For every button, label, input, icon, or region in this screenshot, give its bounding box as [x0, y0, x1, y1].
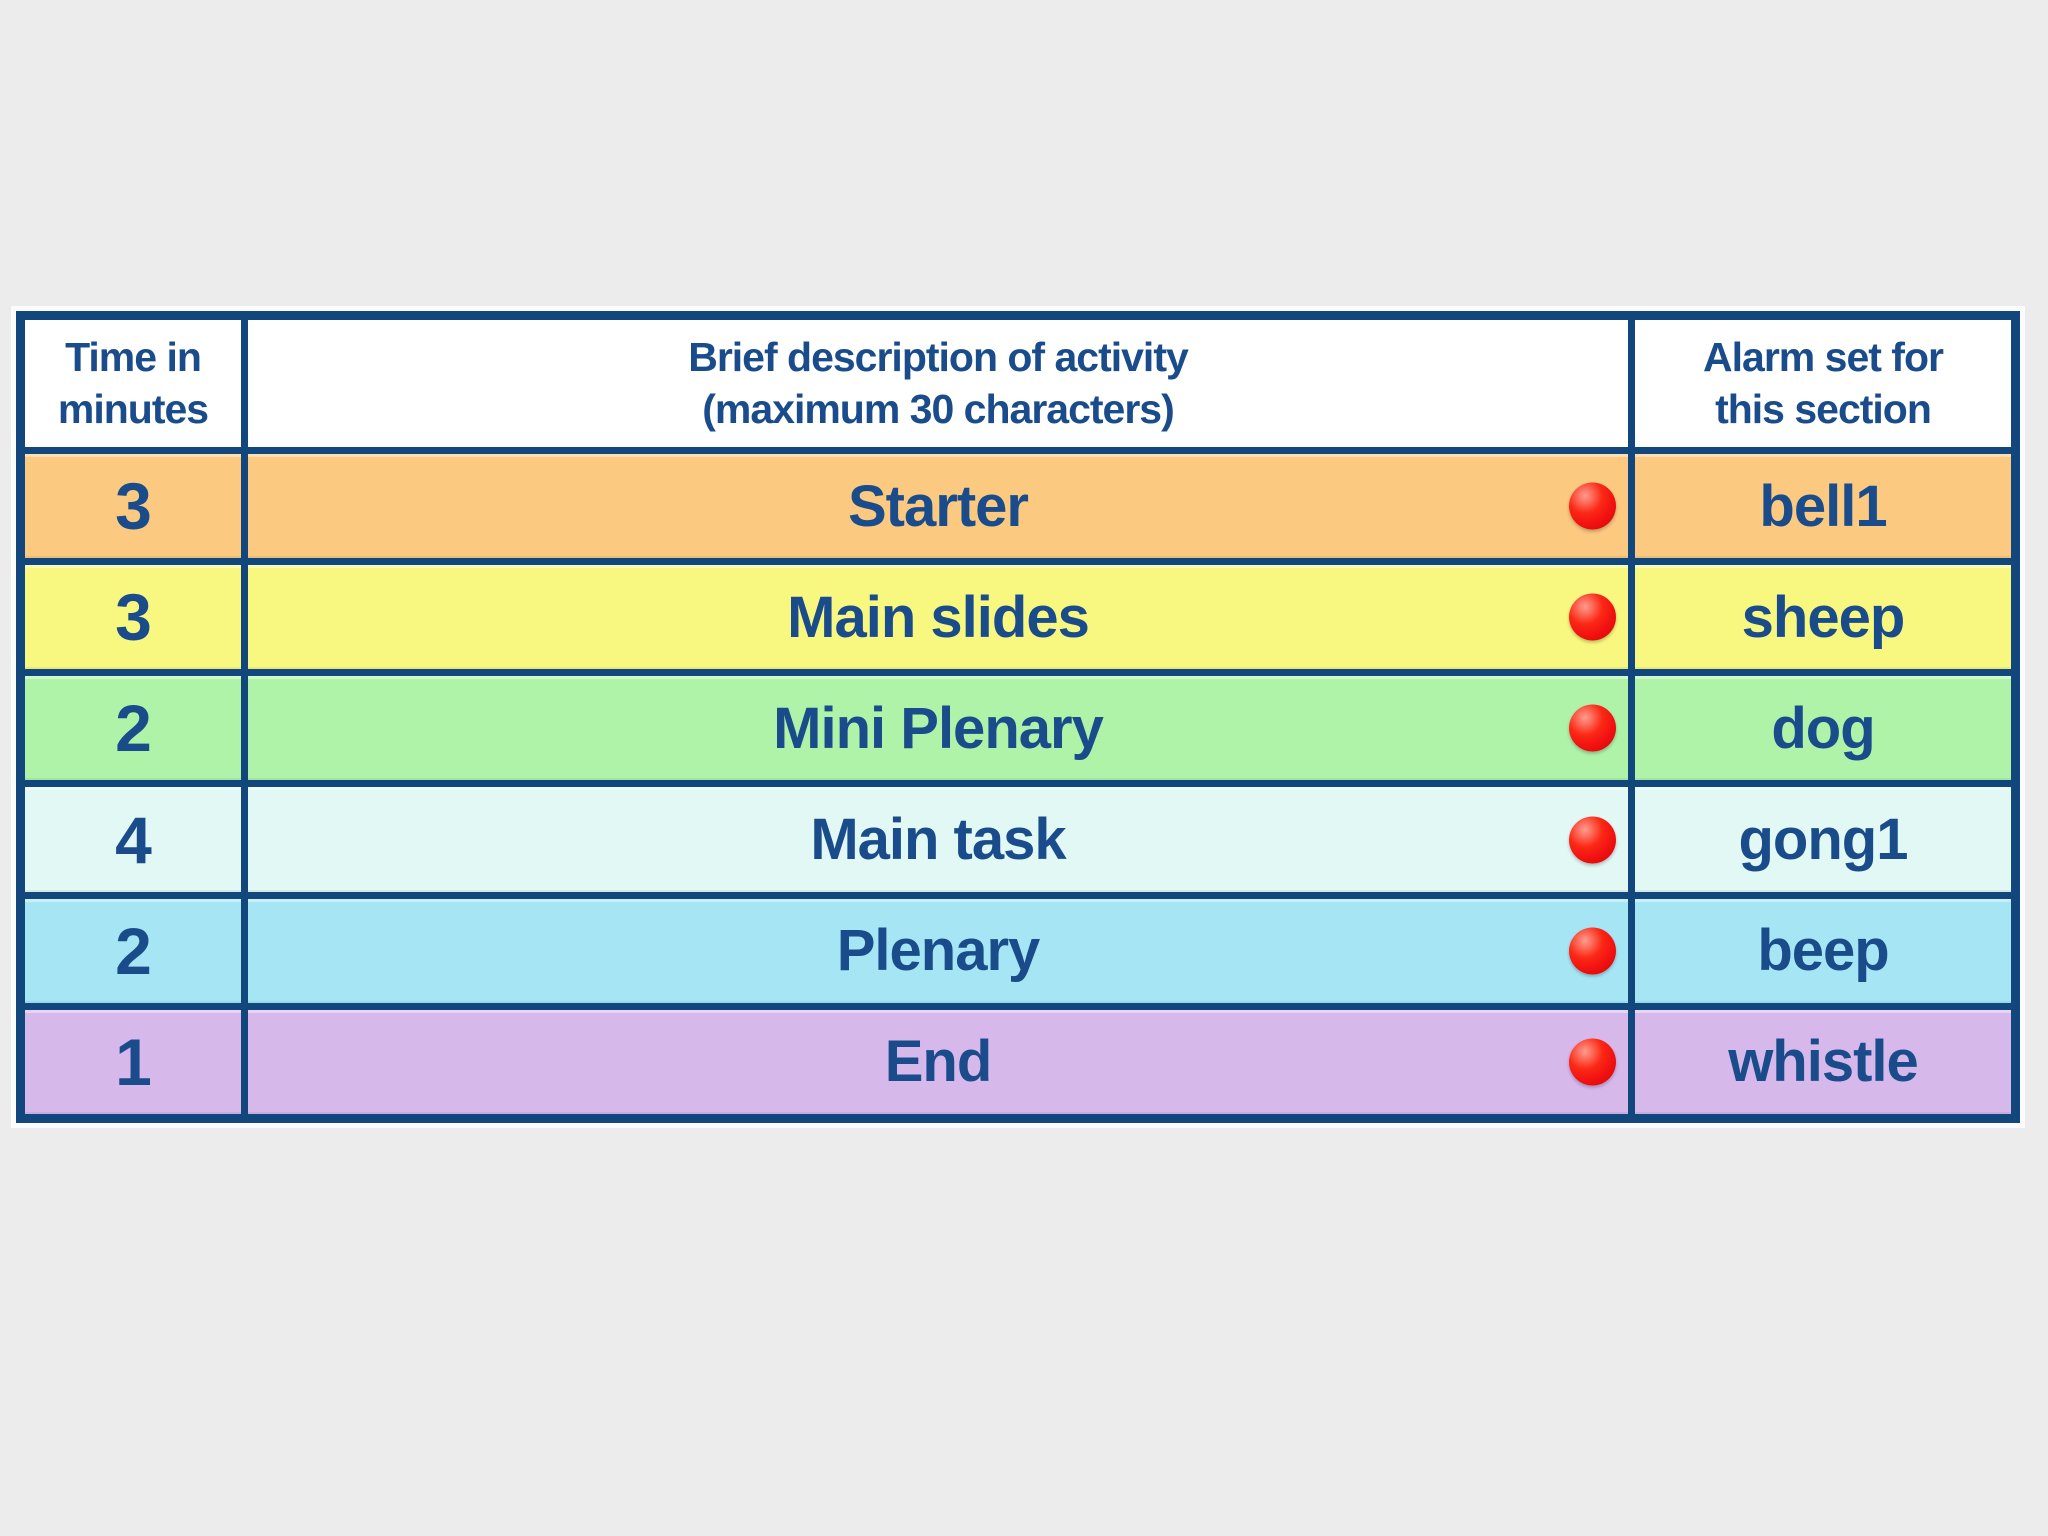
- activity-label: Main task: [810, 807, 1066, 873]
- time-cell-row-4[interactable]: 4: [25, 787, 241, 892]
- time-cell-row-2[interactable]: 3: [25, 565, 241, 670]
- alarm-indicator-icon[interactable]: [1569, 816, 1616, 864]
- activity-label: Starter: [848, 473, 1029, 539]
- alarm-cell-row-6[interactable]: whistle: [1635, 1009, 2011, 1114]
- activity-cell-row-6[interactable]: End: [248, 1009, 1628, 1114]
- time-cell-row-6[interactable]: 1: [25, 1009, 241, 1114]
- header-alarm: Alarm set for this section: [1635, 320, 2011, 447]
- header-activity-description: Brief description of activity (maximum 3…: [248, 320, 1628, 447]
- activity-label: Main slides: [787, 584, 1090, 650]
- alarm-indicator-icon[interactable]: [1569, 1038, 1616, 1086]
- activity-label: Plenary: [836, 918, 1041, 984]
- alarm-cell-row-3[interactable]: dog: [1635, 676, 2011, 781]
- alarm-indicator-icon[interactable]: [1569, 482, 1616, 530]
- activity-cell-row-3[interactable]: Mini Plenary: [248, 676, 1628, 781]
- timer-table-grid: Time in minutes Brief description of act…: [25, 320, 2011, 1114]
- time-cell-row-5[interactable]: 2: [25, 898, 241, 1003]
- time-cell-row-3[interactable]: 2: [25, 676, 241, 781]
- alarm-cell-row-5[interactable]: beep: [1635, 898, 2011, 1003]
- alarm-indicator-icon[interactable]: [1569, 593, 1616, 641]
- alarm-cell-row-1[interactable]: bell1: [1635, 454, 2011, 559]
- alarm-cell-row-4[interactable]: gong1: [1635, 787, 2011, 892]
- alarm-indicator-icon[interactable]: [1569, 704, 1616, 752]
- activity-label: Mini Plenary: [773, 695, 1104, 761]
- activity-cell-row-1[interactable]: Starter: [248, 454, 1628, 559]
- lesson-timer-table: Time in minutes Brief description of act…: [16, 311, 2020, 1123]
- activity-cell-row-5[interactable]: Plenary: [248, 898, 1628, 1003]
- alarm-cell-row-2[interactable]: sheep: [1635, 565, 2011, 670]
- header-time-in-minutes: Time in minutes: [25, 320, 241, 447]
- activity-label: End: [884, 1029, 993, 1095]
- time-cell-row-1[interactable]: 3: [25, 454, 241, 559]
- activity-cell-row-4[interactable]: Main task: [248, 787, 1628, 892]
- activity-cell-row-2[interactable]: Main slides: [248, 565, 1628, 670]
- alarm-indicator-icon[interactable]: [1569, 927, 1616, 975]
